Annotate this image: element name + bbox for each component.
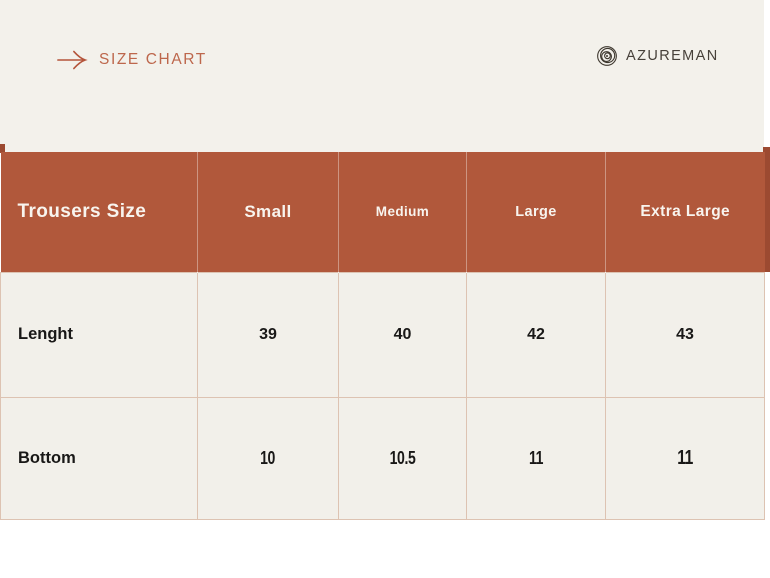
brand-name-label: AZUREMAN: [626, 48, 719, 64]
table-row-length: Lenght 39 40 42 43: [0, 271, 765, 398]
size-chart-heading: SIZE CHART: [56, 48, 207, 72]
column-header-large: Large: [466, 152, 606, 272]
bottom-large-text: 11: [528, 447, 544, 468]
brand-logo: AZUREMAN: [596, 45, 719, 67]
length-medium-value: 40: [338, 271, 467, 398]
column-header-medium: Medium: [338, 152, 467, 272]
bottom-small-text: 10: [260, 447, 276, 468]
bottom-extra-large-text: 11: [677, 446, 693, 469]
arrow-right-icon: [57, 50, 88, 70]
column-header-trousers-size: Trousers Size: [0, 152, 198, 272]
bottom-extra-large-value: 11: [605, 396, 765, 520]
bottom-medium-value: 10.5: [338, 396, 467, 520]
row-label-bottom: Bottom: [0, 396, 198, 520]
length-extra-large-value: 43: [605, 271, 765, 398]
length-large-value: 42: [466, 271, 606, 398]
accent-notch-top-left: [0, 144, 5, 153]
table-row-bottom: Bottom 10 10.5 11 11: [0, 396, 765, 520]
table-header-row: Trousers Size Small Medium Large Extra L…: [0, 152, 765, 272]
column-header-extra-large: Extra Large: [605, 152, 765, 272]
accent-strip-right: [763, 147, 770, 272]
top-banner: SIZE CHART AZUREMAN: [0, 0, 764, 152]
length-small-value: 39: [197, 271, 339, 398]
size-chart-label: SIZE CHART: [99, 51, 207, 68]
row-label-length: Lenght: [0, 271, 198, 398]
bottom-large-value: 11: [466, 396, 606, 520]
size-table: Trousers Size Small Medium Large Extra L…: [0, 152, 765, 520]
bottom-small-value: 10: [197, 396, 339, 520]
column-header-small: Small: [197, 152, 339, 272]
spiral-rings-icon: [597, 46, 617, 66]
bottom-medium-text: 10.5: [389, 447, 416, 468]
